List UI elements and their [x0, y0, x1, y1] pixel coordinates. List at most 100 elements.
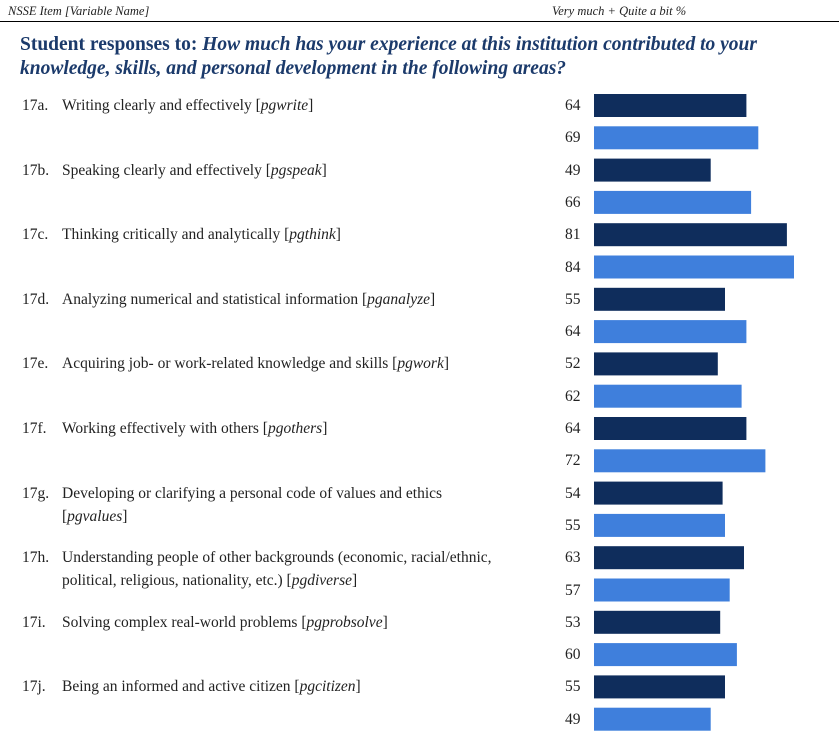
bar-dark: [594, 287, 725, 311]
data-label: 57: [565, 581, 581, 599]
data-label: 63: [565, 549, 581, 567]
variable-name: pgdiverse: [291, 572, 352, 590]
variable-close-bracket: ]: [122, 507, 128, 525]
data-label: 81: [565, 226, 581, 244]
bar-light: [594, 320, 747, 344]
item-description: Being an informed and active citizen [: [62, 678, 300, 696]
item-label: 17j. Being an informed and active citizen…: [22, 675, 542, 698]
data-label: 84: [565, 258, 581, 276]
item-number: 17b.: [22, 161, 50, 179]
data-label: 72: [565, 452, 581, 470]
item-number: 17g.: [22, 484, 50, 502]
item-label: 17h. Understanding people of other backgr…: [22, 546, 542, 592]
item-label: 17g. Developing or clarifying a personal …: [22, 482, 542, 528]
data-label: 55: [565, 678, 581, 696]
item-text: Solving complex real-world problems [pgp…: [62, 611, 502, 634]
item-text: Acquiring job- or work-related knowledge…: [62, 352, 502, 375]
bar-dark: [594, 417, 747, 440]
bar-dark: [594, 675, 725, 699]
item-description: Speaking clearly and effectively [: [62, 161, 271, 179]
item-number: 17c.: [22, 226, 49, 244]
percent-column-header: Very much + Quite a bit %: [552, 4, 687, 18]
item-description: Analyzing numerical and statistical info…: [62, 290, 368, 308]
item-number: 17i.: [22, 613, 46, 631]
data-label: 55: [565, 290, 581, 308]
variable-name: pgcitizen: [299, 678, 356, 696]
item-label: 17i. Solving complex real-world problems …: [22, 611, 542, 634]
item-text: Being an informed and active citizen [pg…: [62, 675, 502, 698]
header-divider: [0, 21, 839, 22]
variable-name: pgvalues: [67, 507, 123, 525]
item-number: 17a.: [22, 97, 49, 114]
item-text: Developing or clarifying a personal code…: [62, 482, 502, 528]
variable-close-bracket: ]: [382, 613, 388, 631]
variable-close-bracket: ]: [443, 355, 449, 373]
item-description: Working effectively with others [: [62, 420, 268, 437]
data-label: 64: [565, 323, 581, 341]
item-label: 17f. Working effectively with others [pgo…: [22, 417, 542, 440]
title-question: How much has your experience at this ins…: [20, 34, 757, 79]
bar-light: [594, 513, 725, 537]
data-label: 52: [565, 355, 581, 373]
item-description: Acquiring job- or work-related knowledge…: [62, 355, 398, 373]
item-description: Solving complex real-world problems [: [62, 613, 307, 631]
bar-dark: [594, 158, 711, 182]
variable-name: pganalyze: [367, 290, 431, 308]
variable-close-bracket: ]: [322, 420, 328, 437]
item-text: Understanding people of other background…: [62, 546, 502, 592]
chart-title: Student responses to: How much has your …: [20, 33, 820, 81]
item-label: 17e. Acquiring job- or work-related knowl…: [22, 352, 542, 375]
bar-dark: [594, 610, 721, 634]
variable-close-bracket: ]: [355, 678, 361, 696]
variable-close-bracket: ]: [335, 226, 341, 244]
item-description: Understanding people of other background…: [62, 549, 492, 590]
bar-dark: [594, 94, 747, 117]
bar-light: [594, 126, 759, 150]
data-label: 49: [565, 710, 581, 728]
variable-close-bracket: ]: [308, 97, 314, 114]
bar-light: [594, 384, 742, 408]
bar-dark: [594, 546, 744, 570]
data-label: 53: [565, 613, 581, 631]
item-label: 17a. Writing clearly and effectively [pgw…: [22, 94, 542, 117]
item-description: Thinking critically and analytically [: [62, 226, 290, 244]
item-label: 17b. Speaking clearly and effectively [pg…: [22, 159, 542, 182]
variable-name: pgspeak: [270, 161, 322, 179]
data-label: 66: [565, 193, 581, 211]
variable-name: pgprobsolve: [306, 613, 383, 631]
variable-name: pgthink: [289, 226, 336, 244]
item-text: Analyzing numerical and statistical info…: [62, 288, 502, 311]
variable-close-bracket: ]: [321, 161, 327, 179]
data-label: 62: [565, 387, 581, 405]
item-column-header: NSSE Item [Variable Name]: [8, 4, 150, 18]
bar-dark: [594, 352, 718, 376]
item-label: 17d. Analyzing numerical and statistical …: [22, 288, 542, 311]
item-number: 17f.: [22, 420, 47, 437]
item-text: Writing clearly and effectively [pgwrite…: [62, 94, 502, 117]
data-label: 69: [565, 129, 581, 147]
bar-light: [594, 190, 752, 214]
item-label: 17c. Thinking critically and analytically…: [22, 223, 542, 246]
data-label: 54: [565, 484, 581, 502]
data-label: 55: [565, 516, 581, 534]
title-prefix: Student responses to:: [20, 34, 203, 55]
bar-light: [594, 707, 711, 731]
bar-light: [594, 449, 766, 473]
item-description: Developing or clarifying a personal code…: [62, 484, 443, 525]
bar-light: [594, 578, 730, 602]
table-header: NSSE Item [Variable Name] Very much + Qu…: [0, 0, 839, 21]
variable-close-bracket: ]: [351, 572, 358, 590]
data-label: 64: [565, 420, 581, 437]
item-text: Working effectively with others [pgother…: [62, 417, 502, 440]
variable-name: pgwrite: [260, 97, 309, 114]
item-number: 17d.: [22, 290, 50, 308]
item-number: 17h.: [22, 549, 50, 567]
item-text: Thinking critically and analytically [pg…: [62, 223, 502, 246]
variable-name: pgothers: [267, 420, 323, 437]
data-label: 60: [565, 646, 581, 664]
variable-name: pgwork: [397, 355, 444, 373]
variable-close-bracket: ]: [430, 290, 436, 308]
item-number: 17e.: [22, 355, 49, 373]
item-text: Speaking clearly and effectively [pgspea…: [62, 159, 502, 182]
